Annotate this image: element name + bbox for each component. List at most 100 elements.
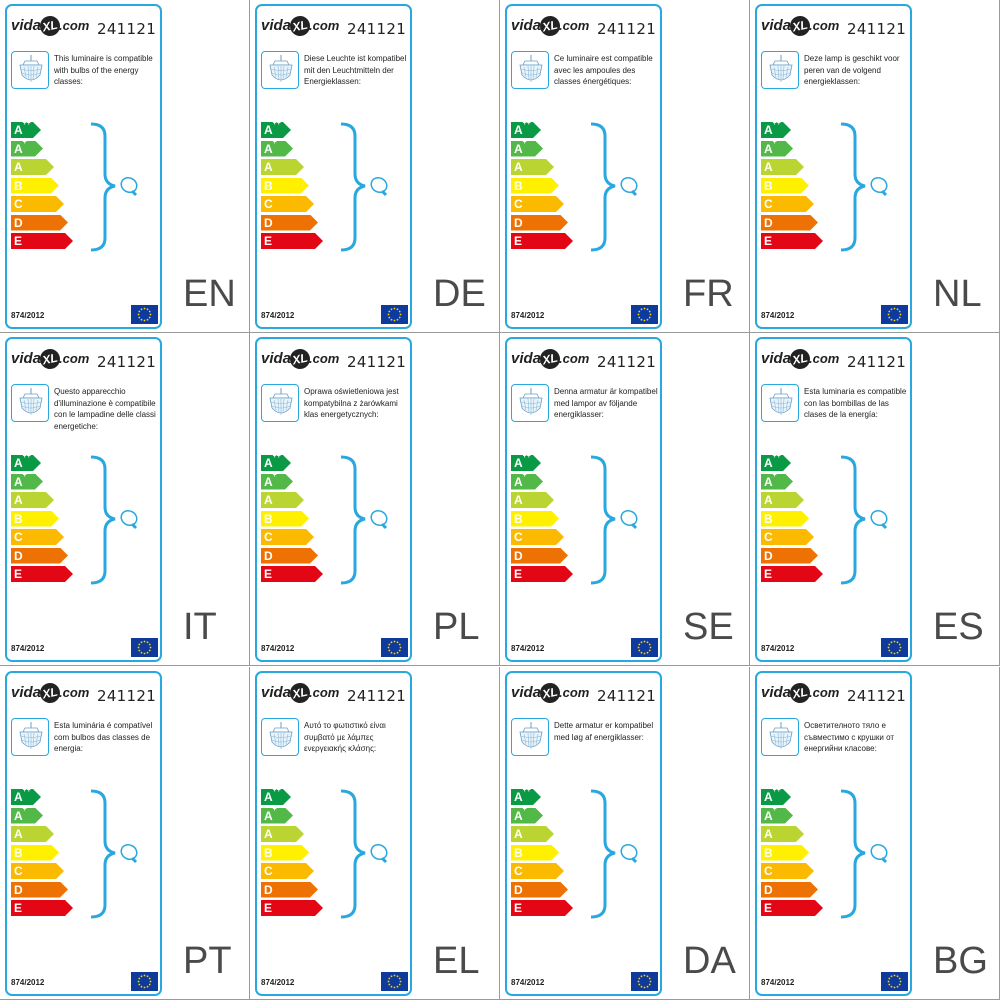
eu-flag-icon xyxy=(881,972,908,991)
energy-class-arrow: C xyxy=(261,863,314,879)
eu-flag-icon xyxy=(631,638,658,657)
label-cell-pl: vidaXL.com 241121 Oprawa oświetleniowa j… xyxy=(250,333,500,666)
energy-class-letter: D xyxy=(764,215,773,230)
energy-class-arrow: B xyxy=(761,178,809,194)
energy-class-plus: + xyxy=(522,138,527,146)
energy-class-arrow: A+ xyxy=(761,474,793,490)
luminaire-box xyxy=(511,718,549,756)
language-code: SE xyxy=(683,606,734,648)
compatible-range-brace xyxy=(90,789,138,919)
energy-label-card: vidaXL.com 241121 Осветителното тяло е с… xyxy=(755,671,912,996)
energy-class-plus: + xyxy=(272,471,277,479)
energy-class-letter: A xyxy=(764,790,773,804)
energy-label-card: vidaXL.com 241121 Ce luminaire est compa… xyxy=(505,4,662,329)
energy-class-arrow: A+ xyxy=(261,474,293,490)
compatibility-text: Oprawa oświetleniowa jest kompatybilna z… xyxy=(304,387,399,419)
energy-class-letter: A xyxy=(514,160,523,174)
energy-class-plus: + xyxy=(272,138,277,146)
energy-class-letter: B xyxy=(14,178,23,193)
energy-class-letter: C xyxy=(264,530,273,544)
energy-class-plus: + xyxy=(22,138,27,146)
compatible-range-brace xyxy=(590,789,638,919)
energy-class-arrow: A++ xyxy=(511,122,541,138)
energy-class-arrow: C xyxy=(761,529,814,545)
energy-label-card: vidaXL.com 241121 Diese Leuchte ist komp… xyxy=(255,4,412,329)
energy-class-arrow: A xyxy=(11,826,54,842)
energy-class-scale: A++ A+ A B C D E xyxy=(261,789,341,919)
energy-class-letter: D xyxy=(514,548,523,563)
energy-label-card: vidaXL.com 241121 Αυτό το φωτιστικό είνα… xyxy=(255,671,412,996)
label-cell-el: vidaXL.com 241121 Αυτό το φωτιστικό είνα… xyxy=(250,667,500,1000)
luminaire-box xyxy=(11,51,49,89)
energy-class-letter: A xyxy=(514,456,523,470)
energy-class-letter: E xyxy=(14,567,23,581)
vidaxl-logo: vidaXL.com xyxy=(11,14,89,38)
energy-class-letter: B xyxy=(264,178,273,193)
compatibility-text: Dette armatur er kompatibel med løg af e… xyxy=(554,721,654,742)
regulation-number: 874/2012 xyxy=(761,978,795,987)
energy-class-plus: + xyxy=(272,805,277,813)
energy-class-letter: D xyxy=(14,882,23,897)
bulb-icon xyxy=(620,176,638,197)
energy-class-arrow: A xyxy=(761,159,804,175)
energy-class-arrow: A xyxy=(761,826,804,842)
energy-class-plus: + xyxy=(772,471,777,479)
energy-class-arrow: A++ xyxy=(11,789,41,805)
energy-class-letter: C xyxy=(764,197,773,211)
energy-class-arrow: B xyxy=(511,178,559,194)
energy-class-letter: C xyxy=(764,530,773,544)
energy-class-arrow: D xyxy=(511,548,568,564)
label-cell-bg: vidaXL.com 241121 Осветителното тяло е с… xyxy=(750,667,1000,1000)
language-code: DA xyxy=(683,940,736,982)
energy-class-letter: A xyxy=(764,493,773,507)
vidaxl-logo: vidaXL.com xyxy=(261,681,339,705)
vidaxl-logo: vidaXL.com xyxy=(511,347,589,371)
energy-class-arrow: A+ xyxy=(511,474,543,490)
energy-class-arrow: A xyxy=(511,492,554,508)
energy-class-arrow: D xyxy=(511,215,568,231)
energy-class-arrow: E xyxy=(261,233,323,249)
compatibility-text: Questo apparecchio d'illuminazione è com… xyxy=(54,387,156,431)
energy-class-arrow: A++ xyxy=(511,455,541,471)
product-code: 241121 xyxy=(847,20,907,38)
logo-text-com: .com xyxy=(559,18,590,34)
energy-class-arrow: D xyxy=(761,548,818,564)
energy-class-arrow: B xyxy=(11,511,59,527)
energy-class-scale: A++ A+ A B C D E xyxy=(761,455,841,585)
luminaire-box xyxy=(511,51,549,89)
product-code: 241121 xyxy=(97,687,157,705)
compatibility-text: Осветителното тяло е съвместимо с крушки… xyxy=(804,721,895,753)
energy-class-letter: D xyxy=(514,882,523,897)
energy-class-letter: E xyxy=(264,901,273,915)
energy-class-letter: E xyxy=(14,234,23,248)
regulation-number: 874/2012 xyxy=(11,311,45,320)
energy-class-arrow: E xyxy=(511,233,573,249)
energy-class-letter: D xyxy=(14,548,23,563)
energy-class-arrow: E xyxy=(761,566,823,582)
energy-label-card: vidaXL.com 241121 Questo apparecchio d'i… xyxy=(5,337,162,662)
energy-class-arrow: B xyxy=(511,845,559,861)
chandelier-icon xyxy=(269,55,293,82)
energy-class-letter: B xyxy=(264,511,273,526)
energy-class-letter: A xyxy=(514,493,523,507)
compatible-range-brace xyxy=(90,122,138,252)
energy-class-arrow: A++ xyxy=(761,122,791,138)
bulb-icon xyxy=(370,176,388,197)
energy-class-plus: ++ xyxy=(22,787,31,794)
energy-class-letter: A xyxy=(264,160,273,174)
energy-class-letter: A xyxy=(514,827,523,841)
bulb-icon xyxy=(120,509,138,530)
luminaire-box xyxy=(761,718,799,756)
logo-text-com: .com xyxy=(809,18,840,34)
logo-text-vida: vida xyxy=(261,17,292,35)
energy-class-letter: A xyxy=(14,790,23,804)
chandelier-icon xyxy=(269,722,293,749)
vidaxl-logo: vidaXL.com xyxy=(11,681,89,705)
compatible-range-brace xyxy=(90,455,138,585)
energy-class-letter: A xyxy=(764,456,773,470)
label-cell-fr: vidaXL.com 241121 Ce luminaire est compa… xyxy=(500,0,750,333)
energy-class-arrow: C xyxy=(261,529,314,545)
energy-class-letter: A xyxy=(14,141,23,156)
energy-class-letter: E xyxy=(14,901,23,915)
energy-class-letter: A xyxy=(764,808,773,823)
